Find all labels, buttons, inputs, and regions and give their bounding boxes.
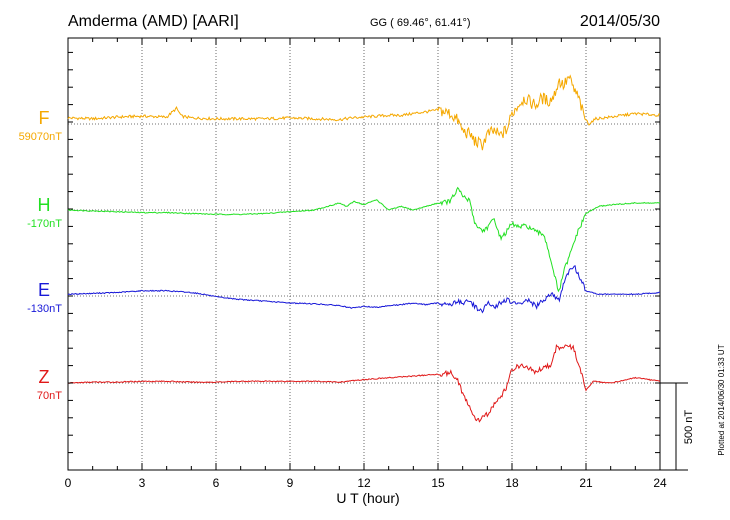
grid — [141, 38, 587, 470]
x-tick-label: 3 — [139, 476, 146, 490]
series-name-Z: Z — [39, 367, 50, 387]
station-title: Amderma (AMD) [AARI] — [68, 13, 239, 30]
series-line-H — [67, 186, 661, 293]
axis-ticks: 0 3 6 9 12 15 18 21 24 — [65, 38, 667, 490]
x-axis-label: U T (hour) — [336, 490, 399, 506]
series-lines — [67, 74, 661, 423]
series-baseline-label-H: -170nT — [27, 218, 62, 230]
x-tick-label: 6 — [213, 476, 220, 490]
x-tick-label: 21 — [579, 476, 593, 490]
coords-title: GG ( 69.46°, 61.41°) — [370, 17, 471, 29]
series-line-Z — [67, 343, 661, 423]
scale-label: 500 nT — [683, 410, 695, 445]
plotted-note: Plotted at 2014/06/30 01:33 UT — [717, 344, 726, 455]
x-tick-label: 18 — [505, 476, 519, 490]
x-tick-label: 0 — [65, 476, 72, 490]
x-tick-label: 15 — [431, 476, 445, 490]
series-line-F — [67, 74, 661, 151]
series-baseline-label-F: 59070nT — [19, 131, 63, 143]
series-line-E — [67, 265, 661, 314]
series-name-E: E — [38, 280, 50, 300]
date-title: 2014/05/30 — [580, 13, 660, 30]
series-name-F: F — [39, 108, 50, 128]
series-labels: F 59070nT H -170nT E -130nT Z 70nT — [19, 108, 63, 402]
series-baseline-label-Z: 70nT — [37, 390, 62, 402]
scale-bar: 500 nT — [660, 382, 695, 471]
x-tick-label: 12 — [357, 476, 371, 490]
series-baseline-label-E: -130nT — [27, 303, 62, 315]
x-tick-label: 24 — [653, 476, 667, 490]
x-tick-label: 9 — [287, 476, 294, 490]
series-name-H: H — [38, 195, 51, 215]
